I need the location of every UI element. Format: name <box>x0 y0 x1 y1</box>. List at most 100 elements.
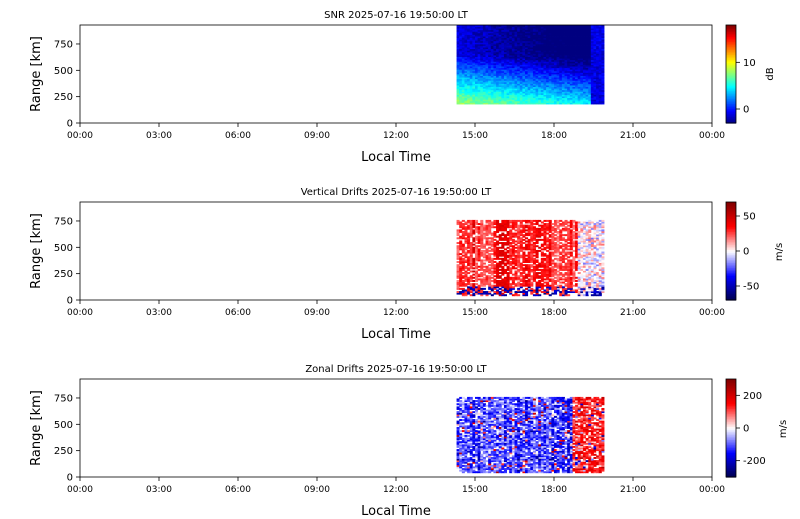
heatmap-cell <box>501 29 505 32</box>
heatmap-cell <box>527 51 531 54</box>
heatmap-cell <box>467 72 471 75</box>
heatmap-cell <box>567 99 571 102</box>
heatmap-cell <box>532 77 536 80</box>
heatmap-cell <box>482 31 486 34</box>
y-tick-label: 500 <box>54 66 73 77</box>
heatmap-cell <box>496 249 500 252</box>
heatmap-cell <box>503 229 507 232</box>
heatmap-cell <box>503 264 507 267</box>
colorbar-segment <box>726 267 736 270</box>
heatmap-cell <box>590 55 594 58</box>
heatmap-cell <box>503 26 507 29</box>
heatmap-cell <box>519 51 523 54</box>
heatmap-cell <box>517 70 521 73</box>
heatmap-cell <box>477 292 481 295</box>
heatmap-cell <box>469 265 473 268</box>
heatmap-cell <box>488 240 492 243</box>
heatmap-cell <box>535 264 539 267</box>
heatmap-cell <box>596 99 600 102</box>
heatmap-cell <box>527 34 531 37</box>
heatmap-cell <box>530 245 534 248</box>
heatmap-cell <box>506 267 510 270</box>
heatmap-cell <box>572 237 576 240</box>
heatmap-cell <box>575 66 579 69</box>
heatmap-cell <box>532 55 536 58</box>
heatmap-cell <box>556 221 560 224</box>
heatmap-cell <box>577 234 581 237</box>
heatmap-cell <box>519 28 523 31</box>
heatmap-cell <box>538 86 542 89</box>
heatmap-cell <box>475 81 479 84</box>
heatmap-cell <box>477 45 481 48</box>
heatmap-cell <box>561 28 565 31</box>
heatmap-cell <box>567 28 571 31</box>
heatmap-cell <box>569 50 573 53</box>
heatmap-cell <box>596 85 600 88</box>
heatmap-cell <box>530 94 534 97</box>
heatmap-cell <box>590 86 594 89</box>
heatmap-cell <box>559 42 563 45</box>
heatmap-cell <box>535 256 539 259</box>
heatmap-cell <box>467 78 471 81</box>
heatmap-cell <box>546 240 550 243</box>
heatmap-cell <box>509 256 513 259</box>
heatmap-cell <box>551 40 555 43</box>
heatmap-cell <box>503 94 507 97</box>
heatmap-cell <box>543 25 547 27</box>
heatmap-cell <box>498 34 502 37</box>
heatmap-cell <box>564 55 568 58</box>
heatmap-cell <box>590 66 594 69</box>
heatmap-cell <box>527 102 531 105</box>
heatmap-cell <box>590 43 594 46</box>
heatmap-cell <box>511 31 515 34</box>
heatmap-cell <box>577 94 581 97</box>
heatmap-cell <box>517 92 521 95</box>
heatmap-cell <box>519 61 523 64</box>
heatmap-cell <box>477 81 481 84</box>
heatmap-cell <box>517 240 521 243</box>
heatmap-cell <box>548 75 552 78</box>
heatmap-cell <box>590 221 594 224</box>
heatmap-cell <box>572 100 576 103</box>
heatmap-cell <box>496 272 500 275</box>
heatmap-cell <box>548 86 552 89</box>
heatmap-cell <box>598 259 602 262</box>
heatmap-cell <box>485 43 489 46</box>
heatmap-cell <box>525 294 529 297</box>
heatmap-cell <box>551 88 555 91</box>
heatmap-cell <box>556 240 560 243</box>
heatmap-cell <box>519 34 523 37</box>
colorbar-segment <box>726 111 736 114</box>
heatmap-cell <box>548 248 552 251</box>
heatmap-cell <box>540 283 544 286</box>
heatmap-cell <box>535 89 539 92</box>
heatmap-cell <box>567 256 571 259</box>
heatmap-cell <box>582 45 586 48</box>
colorbar-segment <box>726 293 736 296</box>
heatmap-cell <box>525 39 529 42</box>
heatmap-cell <box>488 292 492 295</box>
heatmap-cell <box>456 47 460 50</box>
heatmap-cell <box>577 48 581 51</box>
heatmap-cell <box>522 36 526 39</box>
heatmap-cell <box>556 45 560 48</box>
heatmap-cell <box>588 97 592 100</box>
heatmap-cell <box>543 270 547 273</box>
heatmap-cell <box>480 232 484 235</box>
heatmap-cell <box>456 29 460 32</box>
heatmap-cell <box>580 229 584 232</box>
heatmap-cell <box>585 289 589 292</box>
colorbar-segment <box>726 74 736 77</box>
heatmap-cell <box>554 58 558 61</box>
heatmap-cell <box>467 238 471 241</box>
heatmap-cell <box>501 257 505 260</box>
heatmap-cell <box>498 61 502 64</box>
heatmap-cell <box>496 276 500 279</box>
heatmap-cell <box>538 28 542 31</box>
heatmap-cell <box>561 31 565 34</box>
heatmap-cell <box>525 66 529 69</box>
heatmap-cell <box>477 29 481 32</box>
x-ticks: 00:00 03:00 06:00 09:00 12:00 15:00 18:00 21:00… <box>67 300 725 318</box>
heatmap-cell <box>459 50 463 53</box>
heatmap-cell <box>535 28 539 31</box>
